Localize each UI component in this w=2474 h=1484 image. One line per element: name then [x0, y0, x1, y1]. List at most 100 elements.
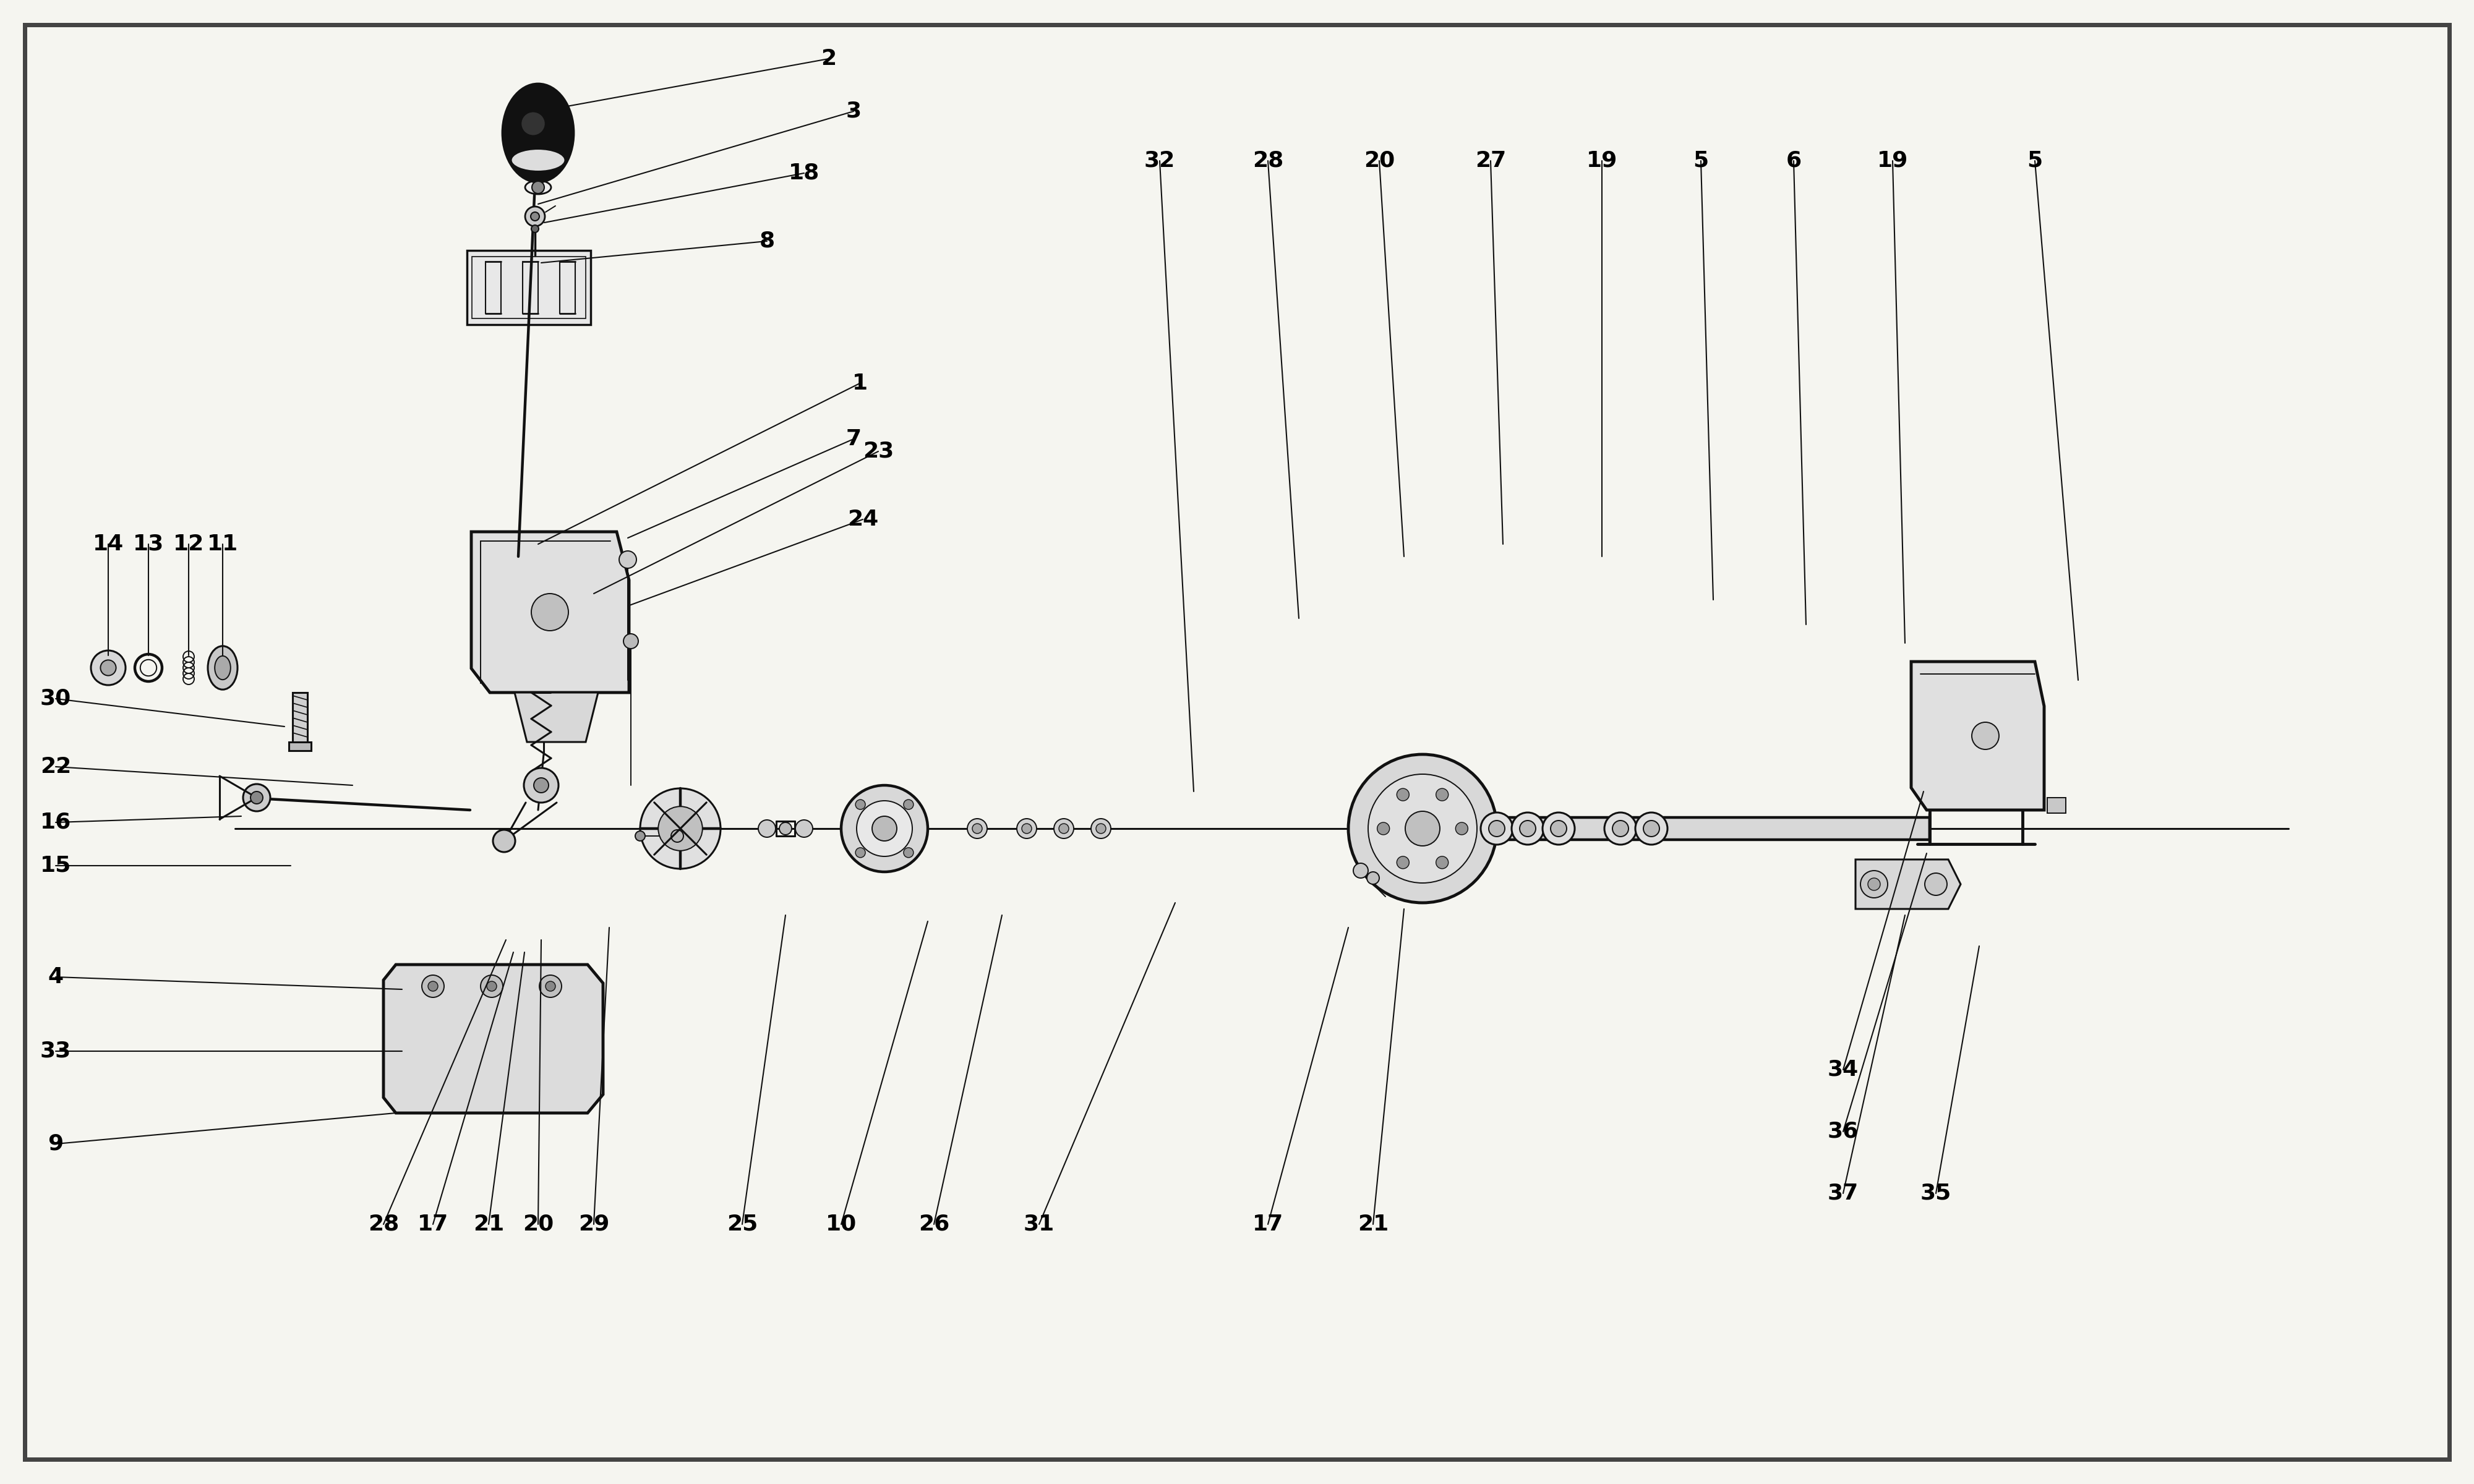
Text: 35: 35: [1920, 1183, 1952, 1204]
Circle shape: [1489, 821, 1504, 837]
Text: 13: 13: [134, 534, 163, 555]
Text: 7: 7: [846, 429, 861, 450]
Circle shape: [1972, 723, 1999, 749]
Text: 26: 26: [918, 1214, 950, 1235]
Bar: [473, 257, 586, 319]
Text: 11: 11: [208, 534, 238, 555]
Ellipse shape: [512, 148, 564, 171]
Bar: [2048, 798, 2066, 813]
Circle shape: [856, 801, 913, 856]
Ellipse shape: [502, 83, 574, 183]
Text: 28: 28: [1252, 150, 1284, 171]
Circle shape: [1398, 856, 1410, 868]
Text: 16: 16: [40, 812, 72, 833]
Circle shape: [421, 975, 445, 997]
Circle shape: [1643, 821, 1660, 837]
Ellipse shape: [520, 111, 547, 137]
Circle shape: [524, 206, 544, 226]
Polygon shape: [515, 693, 599, 742]
Text: 33: 33: [40, 1040, 72, 1061]
Circle shape: [757, 819, 777, 837]
Circle shape: [1455, 822, 1467, 834]
Circle shape: [1635, 813, 1667, 844]
Text: 15: 15: [40, 855, 72, 876]
Circle shape: [670, 830, 683, 841]
Circle shape: [1860, 871, 1888, 898]
Text: 17: 17: [418, 1214, 448, 1235]
Bar: [1497, 818, 1930, 840]
Circle shape: [1368, 775, 1477, 883]
Circle shape: [1378, 822, 1390, 834]
Bar: [289, 742, 312, 751]
Text: 29: 29: [579, 1214, 609, 1235]
Text: 9: 9: [47, 1134, 64, 1155]
Circle shape: [623, 634, 638, 649]
Circle shape: [492, 830, 515, 852]
Circle shape: [524, 769, 559, 803]
Text: 22: 22: [40, 757, 72, 778]
Circle shape: [1348, 754, 1497, 902]
Circle shape: [1435, 856, 1447, 868]
Circle shape: [1398, 788, 1410, 801]
Text: 36: 36: [1828, 1120, 1858, 1143]
Circle shape: [972, 824, 982, 834]
Text: 31: 31: [1024, 1214, 1054, 1235]
Circle shape: [529, 212, 539, 221]
Ellipse shape: [524, 181, 552, 194]
Text: 2: 2: [821, 47, 836, 70]
Text: 19: 19: [1586, 150, 1618, 171]
Text: 21: 21: [473, 1214, 505, 1235]
Circle shape: [1925, 873, 1947, 895]
Circle shape: [1366, 871, 1380, 884]
Circle shape: [618, 551, 636, 568]
Text: 14: 14: [92, 534, 124, 555]
Polygon shape: [1856, 859, 1959, 908]
Polygon shape: [1910, 662, 2044, 810]
Circle shape: [1096, 824, 1106, 834]
Circle shape: [658, 806, 703, 850]
Circle shape: [544, 981, 554, 991]
Circle shape: [1054, 819, 1074, 838]
Circle shape: [532, 181, 544, 193]
Text: 37: 37: [1828, 1183, 1858, 1204]
Text: 27: 27: [1475, 150, 1507, 171]
Circle shape: [967, 819, 987, 838]
Text: 23: 23: [863, 441, 893, 462]
Circle shape: [242, 784, 270, 812]
Circle shape: [903, 847, 913, 858]
Ellipse shape: [215, 656, 230, 680]
Text: 30: 30: [40, 689, 72, 709]
Text: 20: 20: [522, 1214, 554, 1235]
Circle shape: [856, 800, 866, 809]
Circle shape: [903, 800, 913, 809]
Text: 18: 18: [789, 163, 819, 184]
Circle shape: [1405, 812, 1440, 846]
Circle shape: [1551, 821, 1566, 837]
Polygon shape: [470, 531, 628, 693]
Text: 8: 8: [760, 230, 774, 252]
Circle shape: [1091, 819, 1111, 838]
Text: 20: 20: [1363, 150, 1395, 171]
Circle shape: [1435, 788, 1447, 801]
Text: 28: 28: [369, 1214, 398, 1235]
Text: 4: 4: [47, 966, 64, 987]
Text: 12: 12: [173, 534, 205, 555]
Circle shape: [250, 791, 262, 804]
Circle shape: [532, 594, 569, 631]
Circle shape: [636, 831, 646, 841]
Circle shape: [1479, 813, 1514, 844]
Text: 19: 19: [1878, 150, 1907, 171]
Text: 10: 10: [826, 1214, 856, 1235]
Circle shape: [1519, 821, 1536, 837]
Polygon shape: [383, 965, 604, 1113]
Text: 17: 17: [1252, 1214, 1284, 1235]
Circle shape: [1603, 813, 1638, 844]
Circle shape: [480, 975, 502, 997]
Bar: [468, 251, 591, 325]
Circle shape: [534, 778, 549, 792]
Circle shape: [856, 847, 866, 858]
Ellipse shape: [208, 646, 238, 690]
Text: 5: 5: [1692, 150, 1710, 171]
Circle shape: [641, 788, 720, 868]
Text: 6: 6: [1786, 150, 1801, 171]
